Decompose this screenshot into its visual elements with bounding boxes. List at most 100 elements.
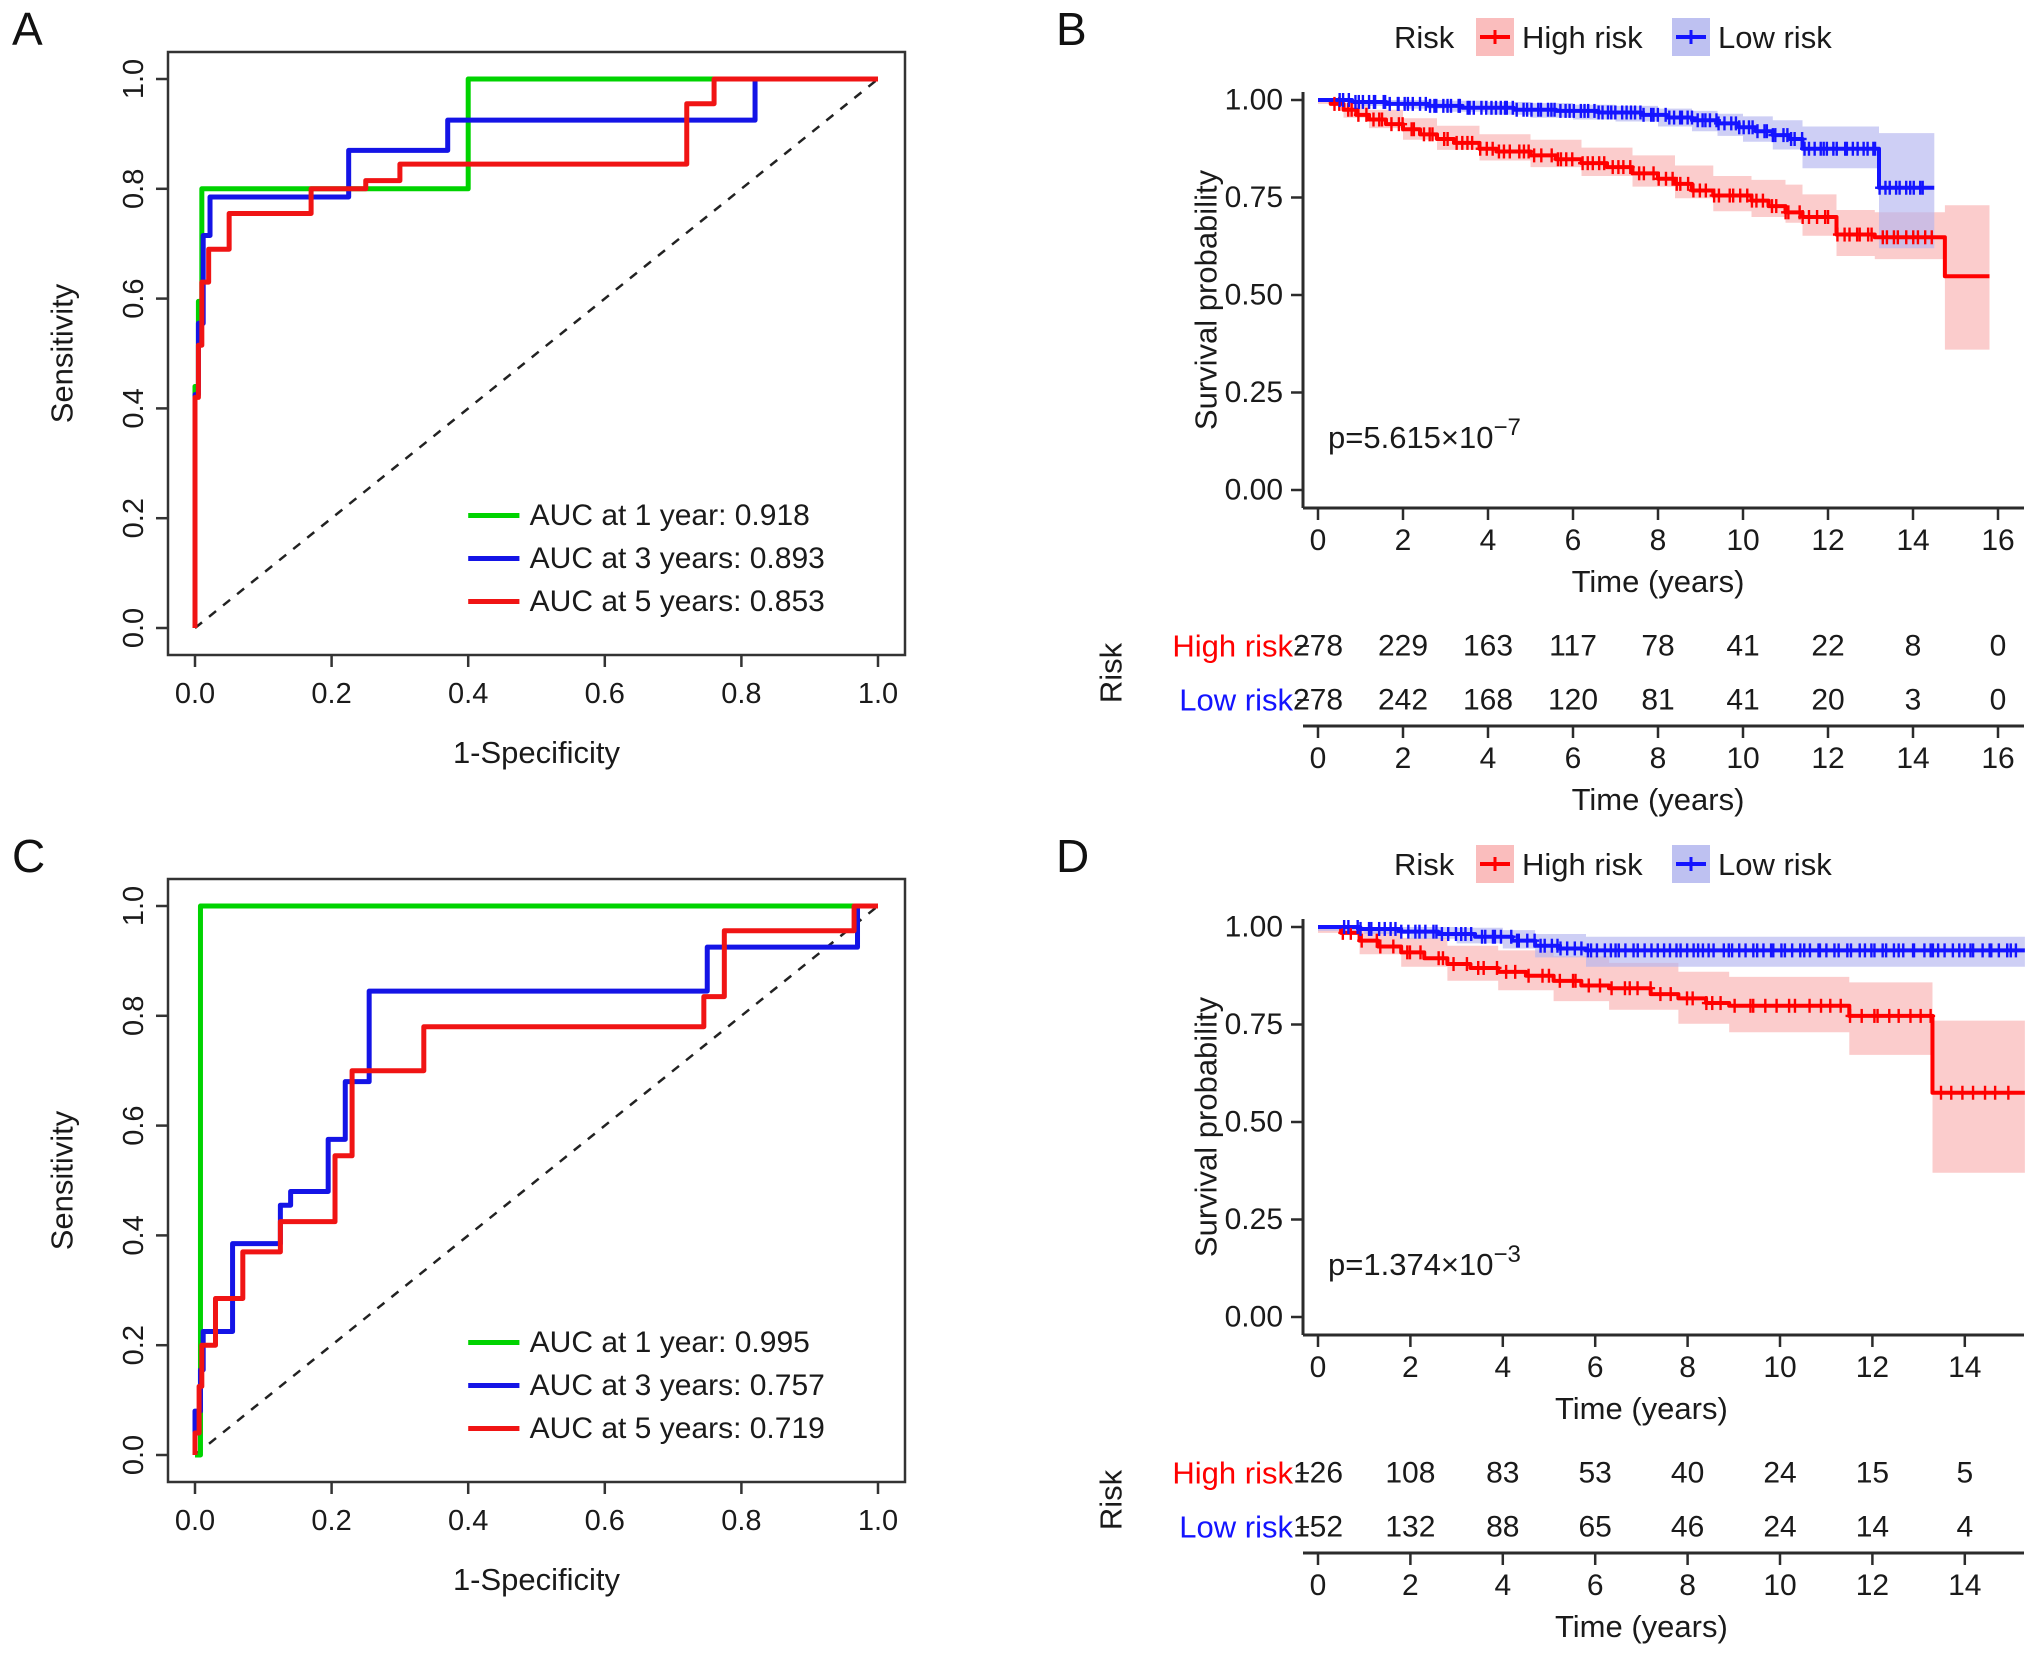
risk-table-tick-label: 6 — [1565, 742, 1582, 775]
x-tick-label: 0.8 — [721, 1505, 761, 1537]
p-value: p=5.615×10−7 — [1328, 414, 1521, 455]
x-axis-title: Time (years) — [1555, 1391, 1728, 1426]
risk-table-tick-label: 10 — [1763, 1569, 1796, 1602]
x-tick-label: 0.2 — [311, 678, 351, 710]
y-axis-title: Survival probability — [1189, 996, 1224, 1257]
risk-table-tick-label: 8 — [1650, 742, 1667, 775]
y-tick-label: 0.0 — [118, 1435, 150, 1475]
panel-b: B Risk High risk Low risk 1.00 0.75 0.50 0.25 0… — [1016, 0, 2032, 826]
risk-table-tick-label: 2 — [1395, 742, 1412, 775]
y-tick-label: 0.75 — [1225, 1008, 1283, 1041]
risk-count: 4 — [1956, 1511, 1973, 1544]
risk-table-tick-label: 12 — [1811, 742, 1844, 775]
risk-count: 24 — [1763, 1511, 1796, 1544]
panel-label-c: C — [12, 830, 46, 882]
x-tick-label: 0.6 — [585, 678, 625, 710]
risk-count: 40 — [1671, 1457, 1704, 1490]
risk-count: 278 — [1293, 630, 1343, 663]
x-tick-label: 16 — [1981, 524, 2014, 557]
risk-count: 278 — [1293, 684, 1343, 717]
y-tick-label: 0.6 — [118, 1105, 150, 1145]
x-tick-label: 1.0 — [858, 1505, 898, 1537]
risk-table-tick-label: 4 — [1480, 742, 1497, 775]
risk-table-tick-label: 6 — [1587, 1569, 1604, 1602]
legend-label: High risk — [1522, 20, 1643, 55]
y-tick-label: 1.00 — [1225, 911, 1283, 944]
y-tick-label: 0.50 — [1225, 279, 1283, 312]
x-tick-label: 12 — [1811, 524, 1844, 557]
y-axis-title: Survival probability — [1189, 169, 1224, 430]
y-tick-label: 0.00 — [1225, 474, 1283, 507]
legend-title: Risk — [1394, 20, 1455, 55]
x-tick-label: 1.0 — [858, 678, 898, 710]
x-tick-label: 2 — [1402, 1351, 1419, 1384]
risk-row-label: Low risk — [1179, 1510, 1293, 1545]
legend-label: AUC at 1 year: 0.918 — [530, 499, 810, 532]
x-tick-label: 8 — [1650, 524, 1667, 557]
x-tick-label: 0.4 — [448, 678, 488, 710]
roc-curve — [195, 903, 878, 1458]
x-tick-label: 2 — [1395, 524, 1412, 557]
y-axis-title: Sensitivity — [45, 283, 80, 423]
risk-count: 20 — [1811, 684, 1844, 717]
risk-count: 88 — [1486, 1511, 1519, 1544]
risk-table-tick-label: 14 — [1896, 742, 1929, 775]
risk-count: 3 — [1905, 684, 1922, 717]
risk-count: 41 — [1726, 630, 1759, 663]
x-tick-label: 0.0 — [175, 1505, 215, 1537]
reference-diagonal — [194, 78, 879, 629]
risk-count: 8 — [1905, 630, 1922, 663]
x-axis-title: 1-Specificity — [453, 735, 621, 770]
risk-table-axis-label: Risk — [1094, 1469, 1129, 1530]
panel-label-b: B — [1056, 3, 1087, 55]
risk-count: 5 — [1956, 1457, 1973, 1490]
x-tick-label: 6 — [1565, 524, 1582, 557]
risk-count: 242 — [1378, 684, 1428, 717]
x-tick-label: 10 — [1726, 524, 1759, 557]
y-tick-label: 0.50 — [1225, 1106, 1283, 1139]
risk-count: 229 — [1378, 630, 1428, 663]
y-tick-label: 0.4 — [118, 388, 150, 428]
y-tick-label: 0.8 — [118, 996, 150, 1036]
roc-chart-c: 0.0 0.2 0.4 0.6 0.8 1.0 0.0 0.2 0.4 0.6 0.8 1.0 1-Sp… — [45, 877, 907, 1597]
x-tick-label: 0.2 — [311, 1505, 351, 1537]
legend-label: Low risk — [1718, 20, 1832, 55]
x-tick-label: 0.0 — [175, 678, 215, 710]
y-tick-label: 0.0 — [118, 608, 150, 648]
panel-label-a: A — [12, 3, 43, 55]
risk-count: 53 — [1579, 1457, 1612, 1490]
panel-d: D Risk High risk Low risk 1.00 0.75 0.50 0.25 0… — [1016, 827, 2032, 1653]
legend-title: Risk — [1394, 847, 1455, 882]
risk-count: 83 — [1486, 1457, 1519, 1490]
km-chart-b: Risk High risk Low risk 1.00 0.75 0.50 0.25 0.0… — [1094, 18, 2024, 817]
legend-label: AUC at 5 years: 0.719 — [530, 1412, 825, 1445]
risk-count: 14 — [1856, 1511, 1889, 1544]
risk-table-tick-label: 14 — [1948, 1569, 1981, 1602]
risk-table-tick-label: 2 — [1402, 1569, 1419, 1602]
risk-row-label: Low risk — [1179, 683, 1293, 718]
p-value: p=1.374×10−3 — [1328, 1241, 1521, 1282]
risk-count: 117 — [1549, 630, 1597, 663]
legend-label: AUC at 3 years: 0.893 — [530, 542, 825, 575]
risk-count: 0 — [1990, 630, 2007, 663]
risk-table-tick-label: 0 — [1310, 742, 1327, 775]
reference-diagonal — [194, 905, 879, 1456]
x-tick-label: 14 — [1896, 524, 1929, 557]
risk-table-x-title: Time (years) — [1572, 782, 1745, 817]
risk-count: 15 — [1856, 1457, 1889, 1490]
plot-border — [166, 877, 907, 1484]
x-tick-label: 12 — [1856, 1351, 1889, 1384]
x-tick-label: 0.6 — [585, 1505, 625, 1537]
legend-label: AUC at 1 year: 0.995 — [530, 1326, 810, 1359]
risk-table-axis-label: Risk — [1094, 642, 1129, 703]
confidence-ribbon — [1318, 927, 2025, 1173]
risk-count: 24 — [1763, 1457, 1796, 1490]
y-tick-label: 0.75 — [1225, 181, 1283, 214]
y-tick-label: 0.2 — [118, 498, 150, 538]
risk-row-label: High risk — [1172, 629, 1293, 664]
risk-row-label: High risk — [1172, 1456, 1293, 1491]
legend-label: AUC at 5 years: 0.853 — [530, 585, 825, 618]
roc-curve — [192, 76, 878, 628]
y-tick-label: 0.25 — [1225, 376, 1283, 409]
